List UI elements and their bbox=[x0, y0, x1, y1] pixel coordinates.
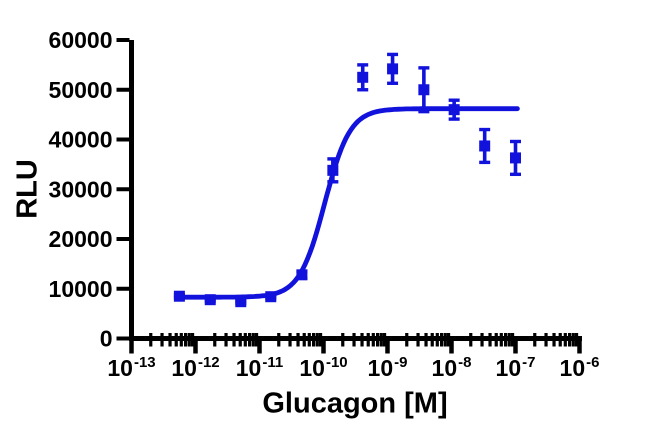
y-tick-label: 20000 bbox=[49, 226, 113, 252]
data-point-marker bbox=[235, 296, 247, 308]
y-tick-label: 50000 bbox=[49, 77, 113, 103]
x-tick-label: 10-8 bbox=[432, 354, 472, 381]
data-point-marker bbox=[510, 152, 521, 164]
x-tick-label: 10-11 bbox=[236, 354, 283, 381]
y-axis-title: RLU bbox=[11, 159, 44, 219]
x-tick-label: 10-9 bbox=[368, 354, 408, 381]
data-point-marker bbox=[357, 71, 369, 83]
x-tick-label: 10-13 bbox=[107, 354, 155, 381]
data-point-marker bbox=[173, 290, 185, 302]
data-point-marker bbox=[204, 294, 216, 306]
y-tick-label: 10000 bbox=[49, 276, 113, 302]
data-point-marker bbox=[479, 140, 491, 152]
data-point-marker bbox=[418, 84, 430, 96]
fit-curve bbox=[177, 106, 520, 300]
y-tick-label: 0 bbox=[100, 326, 113, 352]
x-tick-label: 10-7 bbox=[496, 354, 536, 381]
y-tick-label: 30000 bbox=[49, 176, 113, 202]
data-point-marker bbox=[327, 164, 339, 176]
y-tick-label: 40000 bbox=[49, 127, 113, 153]
x-tick-label: 10-10 bbox=[299, 354, 347, 381]
data-point-marker bbox=[296, 269, 308, 281]
data-point-marker bbox=[387, 63, 399, 75]
x-tick-label: 10-12 bbox=[171, 354, 219, 381]
x-tick-label: 10-6 bbox=[560, 354, 600, 381]
y-tick-label: 60000 bbox=[49, 27, 113, 53]
data-point-marker bbox=[448, 104, 460, 116]
x-axis-title: Glucagon [M] bbox=[262, 387, 448, 420]
data-point-marker bbox=[265, 291, 277, 303]
